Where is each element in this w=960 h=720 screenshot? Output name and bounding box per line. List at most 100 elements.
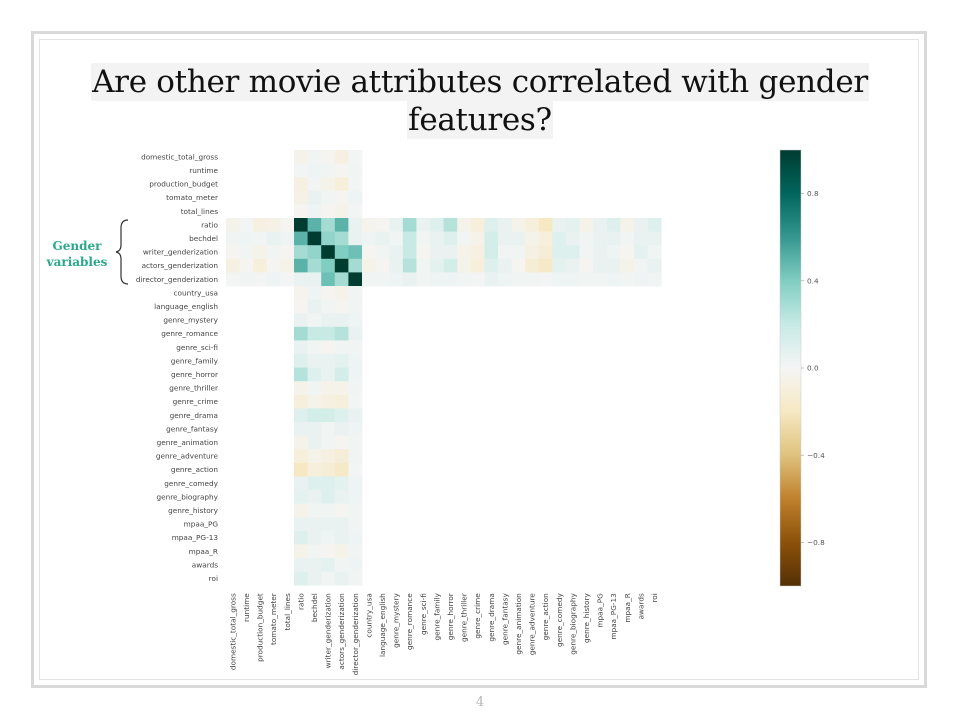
slide-frame [31, 31, 927, 688]
row-label: genre_biography [156, 492, 218, 501]
heatmap-cell [402, 218, 417, 232]
heatmap-cell [334, 544, 349, 559]
heatmap-cell [511, 258, 526, 273]
heatmap-cell [348, 163, 363, 178]
column-label: total_lines [283, 593, 292, 631]
row-label: genre_fantasy [166, 424, 219, 433]
heatmap-cell [253, 218, 268, 232]
heatmap-cell [321, 381, 336, 396]
heatmap-cell [402, 231, 417, 246]
row-label: genre_crime [173, 397, 219, 406]
heatmap-cell [321, 367, 336, 382]
heatmap-cell [348, 530, 363, 545]
heatmap-cell [348, 422, 363, 436]
heatmap-cell [321, 245, 336, 260]
heatmap-cell [239, 245, 254, 260]
heatmap-cell [389, 272, 404, 287]
heatmap-cell [294, 422, 308, 436]
column-label: country_usa [364, 593, 373, 637]
heatmap-cell [294, 354, 308, 368]
row-label: mpaa_PG-13 [172, 533, 219, 542]
heatmap-cell [348, 517, 363, 532]
heatmap-cell [511, 218, 526, 232]
heatmap-cell [334, 258, 349, 273]
heatmap-cell [606, 245, 621, 260]
heatmap-cell [294, 299, 308, 314]
heatmap-cell [307, 571, 322, 586]
column-label: actors_genderization [337, 593, 346, 669]
heatmap-cell [334, 490, 349, 504]
heatmap-cell [498, 231, 512, 246]
heatmap-cell [321, 340, 336, 355]
heatmap-cell [443, 245, 458, 260]
heatmap-cell [294, 381, 308, 396]
column-label: genre_sci-fi [419, 593, 428, 635]
heatmap-cell [294, 571, 308, 586]
heatmap-cell [334, 517, 349, 532]
heatmap-cell [280, 258, 295, 273]
heatmap-cell [593, 245, 608, 260]
column-label: bechdel [310, 593, 319, 622]
heatmap-cell [552, 231, 567, 246]
heatmap-cell [321, 571, 336, 586]
heatmap-cell [266, 258, 281, 273]
column-label: genre_family [432, 593, 441, 641]
heatmap-cell [484, 231, 499, 246]
heatmap-cell [226, 272, 240, 287]
row-label: genre_adventure [156, 452, 219, 461]
heatmap-cell [253, 245, 268, 260]
heatmap-cell [321, 490, 336, 504]
heatmap-cell [348, 150, 363, 164]
heatmap-cell [620, 231, 635, 246]
heatmap-cell [334, 354, 349, 368]
heatmap-cell [470, 258, 485, 273]
heatmap-cell [579, 258, 594, 273]
heatmap-cell [457, 245, 472, 260]
heatmap-cell [348, 558, 363, 572]
annotation-line-2: variables [46, 255, 108, 269]
heatmap-cell [375, 218, 390, 232]
heatmap-cell [498, 272, 512, 287]
heatmap-cell [334, 218, 349, 232]
column-label: genre_horror [446, 593, 455, 640]
heatmap-cell [416, 245, 431, 260]
heatmap-cell [321, 354, 336, 368]
row-label: total_lines [181, 207, 219, 216]
heatmap-cell [457, 231, 472, 246]
column-label: genre_fantasy [500, 593, 509, 646]
heatmap-cell [552, 245, 567, 260]
heatmap-cell [266, 231, 281, 246]
heatmap-cell [307, 177, 322, 192]
heatmap-cell [634, 231, 648, 246]
heatmap-cell [294, 313, 308, 328]
heatmap-cell [538, 258, 553, 273]
heatmap-cell [294, 272, 308, 287]
column-label: mpaa_PG-13 [609, 593, 618, 640]
column-label: genre_thriller [460, 593, 469, 642]
column-label: genre_history [582, 593, 591, 644]
colorbar-tick-label: 0.4 [807, 276, 819, 285]
heatmap-cell [348, 177, 363, 192]
heatmap-cell [334, 503, 349, 518]
heatmap-cell [511, 231, 526, 246]
column-label: tomato_meter [269, 593, 278, 645]
heatmap-cell [348, 381, 363, 396]
heatmap-cell [266, 245, 281, 260]
heatmap-cell [443, 218, 458, 232]
heatmap-cell [389, 258, 404, 273]
heatmap-cell [321, 299, 336, 314]
heatmap-cell [484, 218, 499, 232]
heatmap-cell [430, 218, 444, 232]
heatmap-cell [362, 245, 376, 260]
heatmap-cell [334, 299, 349, 314]
heatmap-cell [307, 340, 322, 355]
heatmap-cell [334, 190, 349, 205]
heatmap-cell [620, 245, 635, 260]
heatmap-cell [307, 558, 322, 572]
heatmap-cell [362, 231, 376, 246]
row-label: tomato_meter [166, 193, 218, 202]
row-label: genre_comedy [164, 479, 218, 488]
annotation-line-1: Gender [53, 239, 103, 253]
heatmap-cell [606, 231, 621, 246]
